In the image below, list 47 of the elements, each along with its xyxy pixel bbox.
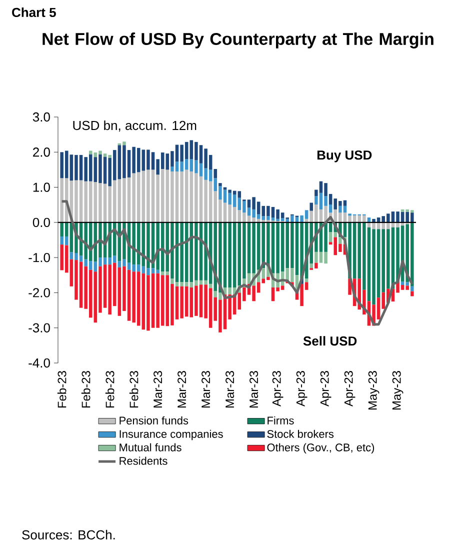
x-tick-label: Apr-23 [344,371,356,406]
legend-label: Pension funds [120,416,188,424]
bar [410,286,414,292]
chart-title: Net Flow of USD By Counterparty at The Margin [42,32,434,48]
x-tick-label: Apr-23 [296,371,308,406]
x-tick-label: Apr-23 [272,371,284,406]
bar [238,191,242,198]
x-tick-label: May-23 [392,371,404,410]
annotation: Buy USD [317,150,372,162]
line-series [60,200,414,326]
y-tick-label: -3.0 [28,323,50,332]
legend-label: Mutual funds [120,443,182,452]
bar [304,278,308,282]
x-tick-label: May-23 [368,371,380,410]
legend-label: Stock brokers [267,430,334,438]
bar [166,272,170,276]
x-tick-label: Feb-23 [81,371,90,408]
legend-label: Residents [120,456,168,465]
x-tick-label: Mar-23 [226,371,234,408]
y-tick-label: 2.0 [33,148,50,157]
bar [160,272,164,276]
x-tick-label: Feb-23 [105,371,114,408]
bar [214,169,218,178]
legend-label: Insurance companies [120,430,223,440]
x-tick-label: Feb-23 [57,371,66,408]
y-tick-label: 0.0 [32,218,50,228]
y-tick-label: -2.0 [28,288,50,298]
annotation: USD bn, accum. 12m [73,120,196,132]
x-tick-label: Apr-23 [320,371,332,406]
y-tick-label: 1.0 [33,182,50,192]
bar [410,291,414,296]
bar [310,202,314,211]
x-tick-label: Feb-23 [129,371,138,408]
annotation: Sell USD [303,336,357,346]
x-tick-label: Mar-23 [154,371,162,408]
x-tick-label: Mar-23 [202,371,210,408]
y-tick-label: -1.0 [28,252,50,262]
y-tick-label: 3.0 [32,112,50,122]
source-note: Sources: BCCh. [22,530,115,540]
bar [310,264,314,268]
y-tick-label: -4.0 [28,358,50,368]
bar [218,183,222,186]
caption: Chart 5 [12,8,56,18]
x-tick-label: Mar-23 [178,371,186,408]
legend-label: Others (Gov., CB, etc) [267,443,374,454]
x-tick-label: Mar-23 [250,371,258,408]
legend-label: Firms [268,416,294,424]
